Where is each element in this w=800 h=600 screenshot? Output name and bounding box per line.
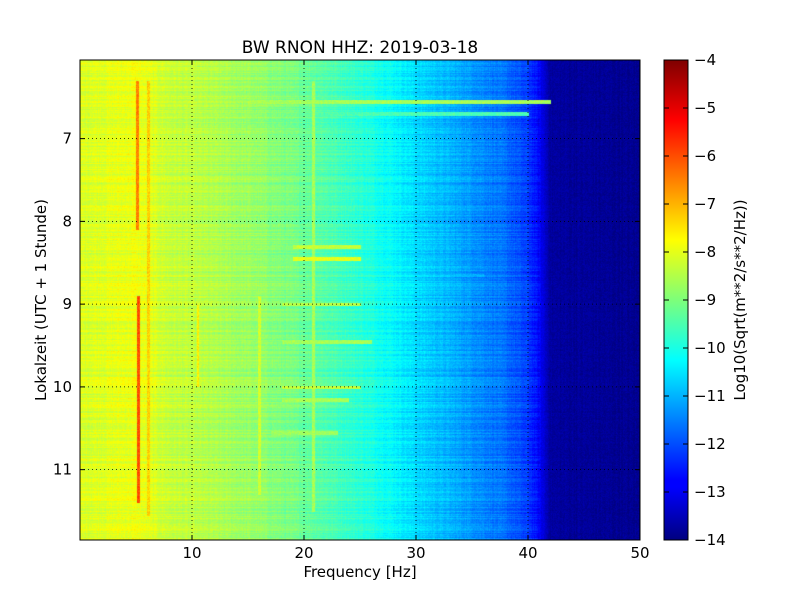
y-tick-label: 7 (62, 130, 72, 148)
colorbar-tick-label: −7 (694, 195, 716, 213)
colorbar-tick-label: −6 (694, 147, 716, 165)
x-axis-label: Frequency [Hz] (303, 563, 416, 581)
y-tick-label: 8 (62, 212, 72, 230)
x-axis: 10 20 30 40 50 (182, 60, 650, 562)
x-tick-label: 20 (294, 544, 313, 562)
colorbar-tick-label: −5 (694, 99, 716, 117)
x-tick-label: 10 (182, 544, 201, 562)
y-tick-label: 11 (53, 461, 72, 479)
spectrogram-heatmap (80, 60, 640, 540)
colorbar-tick-label: −10 (694, 339, 726, 357)
colorbar-tick-label: −9 (694, 291, 716, 309)
y-axis-label: Lokalzeit (UTC + 1 Stunde) (32, 199, 50, 401)
y-axis: 7 8 9 10 11 (53, 130, 640, 479)
colorbar: −4 −5 −6 −7 −8 −9 −10 −11 −12 −13 −14 Log10(Sqrt(m… (663, 51, 749, 549)
grid-lines (80, 60, 640, 540)
colorbar-tick-label: −8 (694, 243, 716, 261)
x-tick-label: 40 (518, 544, 537, 562)
colorbar-tick-label: −12 (694, 435, 726, 453)
colorbar-tick-label: −13 (694, 483, 726, 501)
colorbar-tick-label: −4 (694, 51, 716, 69)
y-tick-label: 9 (62, 295, 72, 313)
y-tick-label: 10 (53, 378, 72, 396)
x-tick-label: 50 (630, 544, 649, 562)
x-tick-label: 30 (406, 544, 425, 562)
colorbar-ticks: −4 −5 −6 −7 −8 −9 −10 −11 −12 −13 −14 (664, 51, 726, 549)
colorbar-label: Log10(Sqrt(m**2/s**2/Hz)) (731, 199, 749, 400)
colorbar-tick-label: −14 (694, 531, 726, 549)
plot-area: 10 20 30 40 50 7 8 9 10 11 (53, 59, 650, 562)
colorbar-tick-label: −11 (694, 387, 726, 405)
plot-frame (79, 59, 641, 541)
chart-title: BW RNON HHZ: 2019-03-18 (242, 38, 478, 58)
